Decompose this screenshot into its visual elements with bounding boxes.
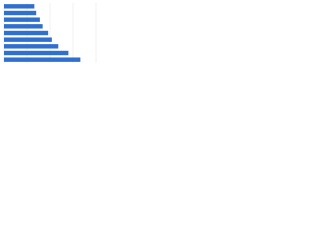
bar <box>4 10 37 16</box>
bar <box>4 4 35 9</box>
bar <box>4 37 52 42</box>
bar <box>4 17 40 22</box>
chart <box>3 3 97 63</box>
bar <box>4 50 69 56</box>
bar <box>4 57 81 62</box>
bar <box>4 30 49 36</box>
bar <box>4 44 59 49</box>
bar <box>4 24 43 29</box>
page: (() => { const data = JSON.parse(documen… <box>0 0 100 71</box>
